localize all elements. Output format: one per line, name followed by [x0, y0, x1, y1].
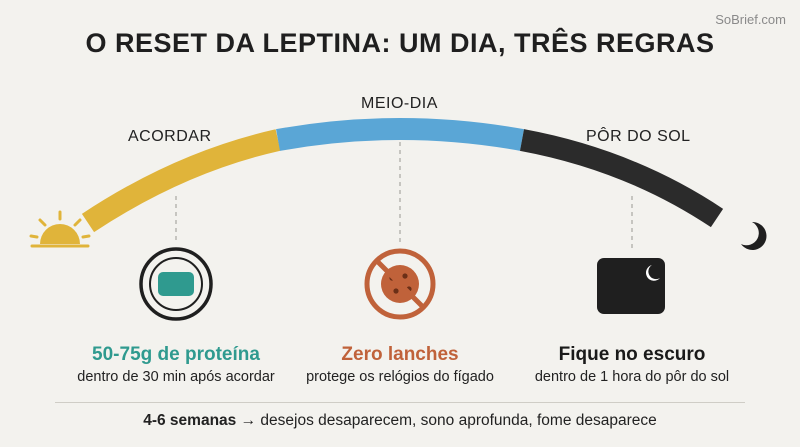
label-wake: ACORDAR: [128, 128, 212, 145]
arc-midday-segment: [276, 118, 524, 151]
sunrise-icon: [29, 210, 91, 248]
footer-duration: 4-6 semanas →: [143, 412, 257, 429]
no-cookie-icon: [364, 248, 436, 320]
rule-darkness-subtitle: dentro de 1 hora do pôr do sol: [534, 369, 730, 385]
rule-no-snacks-title: Zero lanches: [341, 344, 459, 365]
label-noon: MEIO-DIA: [361, 95, 438, 112]
divider: [55, 402, 745, 403]
arc-night-segment: [519, 129, 724, 228]
watermark: SoBrief.com: [715, 12, 786, 27]
moon-icon: [741, 221, 767, 250]
rule-darkness-title: Fique no escuro: [558, 344, 706, 365]
footer-summary: 4-6 semanas → desejos desaparecem, sono …: [0, 412, 800, 430]
footer-outcomes: desejos desaparecem, sono aprofunda, fom…: [256, 412, 657, 429]
rule-protein-title: 50-75g de proteína: [92, 344, 260, 365]
arc-morning-segment: [81, 129, 281, 233]
rule-protein-subtitle: dentro de 30 min após acordar: [77, 369, 275, 385]
label-sunset: PÔR DO SOL: [586, 128, 691, 145]
page-title: O RESET DA LEPTINA: UM DIA, TRÊS REGRAS: [85, 28, 715, 58]
dark-window-moon-icon: [597, 258, 665, 314]
rule-no-snacks-subtitle: protege os relógios do fígado: [306, 369, 494, 385]
protein-block-icon: [139, 247, 213, 321]
